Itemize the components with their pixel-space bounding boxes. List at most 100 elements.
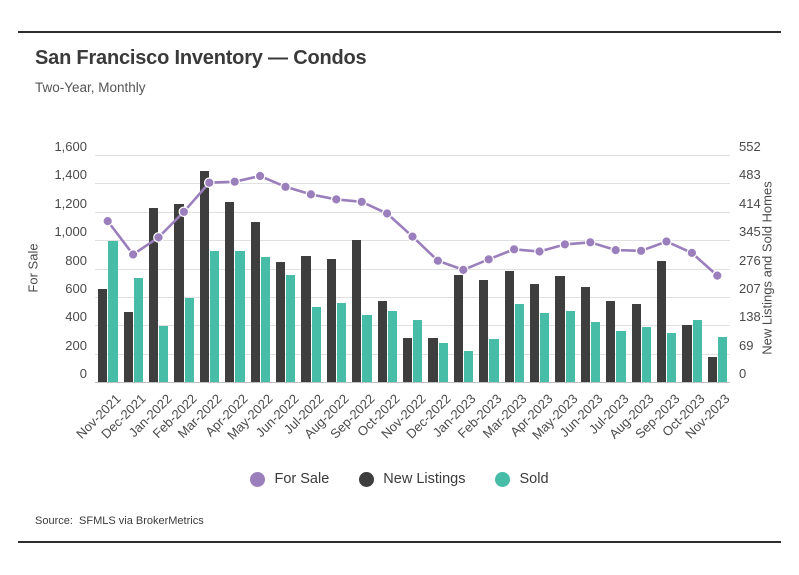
bar-new-listings: [98, 289, 108, 382]
line-point: [280, 181, 291, 193]
legend-label: New Listings: [383, 471, 466, 487]
bar-sold: [641, 326, 652, 382]
bar-new-listings: [352, 239, 362, 382]
bar-sold: [540, 312, 550, 382]
bar-sold: [387, 310, 398, 382]
bar-sold: [184, 297, 194, 382]
legend-label: Sold: [519, 471, 549, 487]
bar-sold: [692, 320, 702, 382]
bar-sold: [413, 320, 423, 382]
bar-sold: [565, 310, 575, 382]
line-point: [610, 244, 621, 256]
bar-sold: [108, 240, 118, 382]
bar-sold: [133, 278, 144, 382]
bar-new-listings: [199, 170, 210, 382]
left-axis-tick-label: 1,000: [54, 224, 87, 240]
left-axis-tick-label: 1,600: [54, 139, 87, 154]
plot-area: 1,600 552 1,400 483 1,200 414 1,000 345 800 276 60…: [54, 139, 760, 442]
line-point: [204, 177, 215, 188]
bar-new-listings: [657, 260, 667, 382]
line-point: [432, 255, 444, 266]
bar-new-listings: [225, 202, 235, 382]
bar-new-listings: [149, 207, 159, 382]
bar-new-listings: [479, 279, 489, 382]
legend-swatch-icon: [250, 471, 266, 487]
gridline: [95, 183, 730, 185]
right-axis-tick-label: 69: [739, 337, 754, 353]
bar-sold: [438, 342, 448, 382]
bar-new-listings: [504, 271, 514, 382]
line-point: [381, 208, 393, 219]
for-sale-line: [102, 170, 723, 281]
bar-new-listings: [276, 261, 286, 382]
line-point: [127, 249, 139, 260]
bar-new-listings: [377, 301, 387, 382]
bar-new-listings: [682, 325, 692, 382]
legend: For Sale New Listings Sold: [18, 471, 781, 487]
gridline: [95, 296, 730, 298]
bar-sold: [337, 303, 347, 382]
bar-sold: [235, 250, 245, 382]
gridline: [95, 155, 730, 156]
bar-sold: [667, 332, 677, 382]
gridline: [95, 268, 730, 270]
line-point: [661, 236, 672, 247]
line-point: [686, 247, 698, 259]
bar-new-listings: [631, 303, 641, 382]
line-point: [153, 232, 164, 243]
bar-sold: [616, 331, 626, 382]
bar-new-listings: [174, 203, 184, 382]
right-axis-tick-label: 552: [739, 139, 761, 154]
line-point: [584, 237, 596, 248]
bar-new-listings: [250, 222, 260, 382]
line-point: [483, 254, 494, 265]
line-point: [559, 239, 571, 250]
bar-new-listings: [428, 338, 438, 382]
legend-swatch-icon: [359, 471, 375, 487]
bar-new-listings: [606, 301, 616, 382]
bar-new-listings: [453, 275, 464, 382]
line-point: [407, 231, 418, 242]
left-axis-tick-label: 600: [65, 280, 87, 296]
bar-new-listings: [326, 258, 337, 382]
bar-new-listings: [123, 312, 133, 382]
bar-new-listings: [403, 337, 413, 382]
line-point: [711, 270, 723, 281]
left-axis-tick-label: 400: [65, 309, 87, 325]
x-axis-line: [95, 382, 730, 383]
right-axis-tick-label: 414: [739, 195, 761, 211]
right-axis-tick-label: 207: [739, 280, 761, 296]
line-point: [356, 196, 367, 208]
bar-new-listings: [555, 276, 565, 382]
legend-item-new-listings: New Listings: [359, 471, 465, 487]
line-segment: [106, 174, 719, 277]
right-axis-tick-label: 138: [739, 309, 761, 325]
line-point: [508, 244, 520, 255]
legend-label: For Sale: [274, 471, 330, 487]
right-axis-tick-label: 483: [739, 167, 761, 183]
line-point: [229, 176, 240, 187]
line-point: [635, 245, 647, 257]
bar-new-listings: [580, 287, 591, 382]
left-axis-tick-label: 1,400: [54, 167, 87, 183]
bar-sold: [489, 338, 499, 382]
chart-title: San Francisco Inventory — Condos: [35, 47, 367, 69]
bar-sold: [159, 326, 169, 382]
line-point: [178, 206, 190, 218]
bar-sold: [718, 336, 728, 382]
line-point: [457, 264, 469, 276]
right-axis-tick-label: 0: [739, 366, 747, 381]
left-axis-tick-label: 1,200: [54, 195, 87, 211]
left-axis-tick-label: 0: [79, 366, 87, 381]
legend-swatch-icon: [495, 471, 511, 487]
chart-subtitle: Two-Year, Monthly: [35, 80, 146, 95]
bar-sold: [210, 250, 220, 382]
bar-sold: [514, 303, 525, 382]
right-axis-tick-label: 276: [739, 252, 761, 268]
gridline: [95, 211, 730, 213]
line-point: [534, 246, 545, 257]
source-note: Source: SFMLS via BrokerMetrics: [35, 515, 204, 527]
legend-item-sold: Sold: [495, 471, 549, 487]
bar-sold: [362, 315, 372, 382]
bar-new-listings: [301, 256, 311, 382]
